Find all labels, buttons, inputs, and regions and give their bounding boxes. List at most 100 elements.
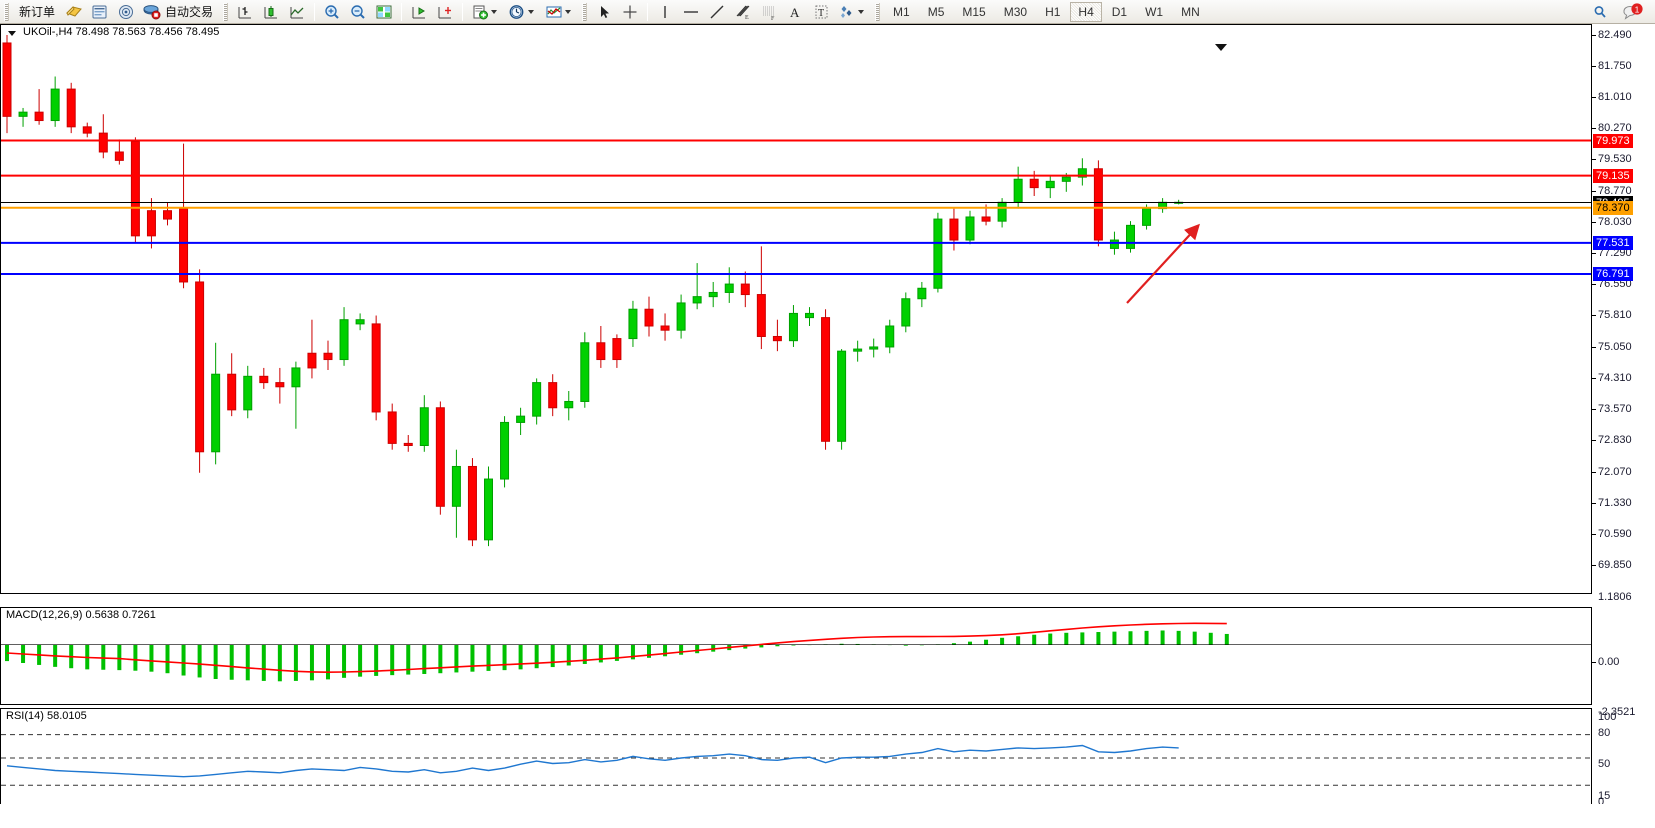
objects-icon[interactable]: [835, 1, 870, 23]
macd-label: MACD(12,26,9) 0.5638 0.7261: [6, 609, 156, 621]
timeframe-w1[interactable]: W1: [1145, 4, 1164, 19]
data-window-glyph: [116, 3, 136, 21]
price-axis[interactable]: 82.490 81.750 81.010 80.270 79.530 78.770 78.0…: [1592, 24, 1655, 808]
price-tick: [1592, 502, 1596, 504]
zoom-in-icon[interactable]: [320, 1, 344, 23]
price-level-tag-support[interactable]: 76.791: [1593, 266, 1633, 281]
vertical-line-icon[interactable]: [653, 1, 677, 23]
price-tick: [1592, 128, 1596, 130]
timeframe-m15[interactable]: M15: [962, 4, 986, 19]
profiles-glyph: [64, 3, 84, 21]
macd-pane[interactable]: MACD(12,26,9) 0.5638 0.7261: [0, 607, 1592, 705]
toolbar-grip-2[interactable]: [223, 2, 229, 21]
objects-dropdown-caret[interactable]: [858, 9, 865, 14]
fibonacci-glyph: F: [759, 3, 779, 21]
data-window-icon[interactable]: [114, 1, 138, 23]
macd-tick-label: 1.1806: [1598, 591, 1632, 603]
autotrade-button[interactable]: 自动交易: [140, 1, 218, 23]
toolbar-separator-4: [647, 2, 649, 21]
cursor-icon[interactable]: [592, 1, 616, 23]
toolbar-grip-4[interactable]: [875, 2, 881, 21]
indicators-glyph: [470, 3, 490, 21]
price-pane[interactable]: UKOil-,H4 78.498 78.563 78.456 78.495: [0, 24, 1592, 594]
tile-windows-icon[interactable]: [372, 1, 396, 23]
crosshair-icon[interactable]: [618, 1, 642, 23]
templates-icon[interactable]: [542, 1, 577, 23]
toolbar-separator-1: [314, 2, 316, 21]
search-icon[interactable]: [1588, 1, 1612, 23]
price-tick: [1592, 35, 1596, 36]
indicators-dropdown-caret[interactable]: [491, 9, 498, 14]
bar-chart-icon[interactable]: [233, 1, 257, 23]
price-tick-label: 81.010: [1598, 91, 1632, 104]
templates-dropdown-caret[interactable]: [565, 9, 572, 14]
rsi-pane[interactable]: RSI(14) 58.0105: [0, 708, 1592, 805]
chart-shift-glyph: [409, 3, 429, 21]
vertical-line-glyph: [655, 3, 675, 21]
price-level-tag-pivot[interactable]: 78.370: [1593, 200, 1633, 215]
price-tick: [1592, 377, 1596, 379]
elliott-wave-icon[interactable]: E: [731, 1, 755, 23]
period-icon[interactable]: [505, 1, 540, 23]
price-level-tag-support[interactable]: 77.531: [1593, 235, 1633, 250]
market-watch-icon[interactable]: [88, 1, 112, 23]
auto-scroll-icon[interactable]: [433, 1, 457, 23]
rsi-tick-label: 0: [1598, 796, 1605, 808]
svg-text:A: A: [790, 5, 800, 20]
svg-text:E: E: [745, 15, 749, 21]
price-level-tag-resistance[interactable]: 79.973: [1593, 133, 1633, 148]
price-tick: [1592, 159, 1596, 161]
price-tick-label: 76.550: [1598, 278, 1632, 291]
elliott-wave-glyph: E: [733, 3, 753, 21]
auto-scroll-glyph: [435, 3, 455, 21]
chart-shift-icon[interactable]: [407, 1, 431, 23]
toolbar-grip[interactable]: [4, 2, 9, 21]
timeframe-h4[interactable]: H4: [1070, 1, 1102, 22]
text-icon[interactable]: A: [783, 1, 807, 23]
horizontal-line-icon[interactable]: [679, 1, 703, 23]
timeframe-m30[interactable]: M30: [1003, 4, 1028, 19]
price-level-tag-resistance[interactable]: 79.135: [1593, 168, 1633, 183]
text-label-icon[interactable]: T: [809, 1, 833, 23]
period-dropdown-caret[interactable]: [528, 9, 535, 14]
main-toolbar: 新订单: [0, 0, 1655, 24]
rsi-label: RSI(14) 58.0105: [6, 710, 87, 722]
rsi-plot-area[interactable]: [1, 709, 1591, 804]
timeframe-m1[interactable]: M1: [893, 4, 910, 19]
chart-scroll-caret[interactable]: [1215, 44, 1227, 51]
horizontal-line-glyph: [681, 3, 701, 21]
price-tick-label: 79.530: [1598, 153, 1632, 166]
notification-icon[interactable]: 1: [1619, 1, 1649, 23]
zoom-out-icon[interactable]: [346, 1, 370, 23]
fibonacci-icon[interactable]: F: [757, 1, 781, 23]
price-tick: [1592, 471, 1596, 473]
price-plot-area[interactable]: [1, 25, 1591, 593]
zoom-in-glyph: [322, 3, 342, 21]
svg-text:T: T: [818, 8, 824, 19]
search-glyph: [1590, 3, 1610, 21]
macd-tick: [1592, 662, 1596, 663]
objects-glyph: [837, 3, 857, 21]
timeframe-group: M1 M5 M15 M30 H1 H4 D1 W1 MN: [884, 1, 1209, 22]
toolbar-grip-3[interactable]: [582, 2, 588, 21]
new-order-button[interactable]: 新订单: [14, 1, 60, 23]
profiles-icon[interactable]: [62, 1, 86, 23]
candlestick-chart-icon[interactable]: [259, 1, 283, 23]
price-tick: [1592, 315, 1596, 317]
macd-plot-area[interactable]: [1, 608, 1591, 704]
chart-collapse-arrow[interactable]: [8, 31, 16, 36]
price-tick-label: 82.490: [1598, 29, 1632, 41]
timeframe-h1[interactable]: H1: [1045, 4, 1061, 19]
line-chart-icon[interactable]: [285, 1, 309, 23]
crosshair-glyph: [620, 3, 640, 21]
trendline-icon[interactable]: [705, 1, 729, 23]
macd-svg: [1, 622, 1591, 682]
timeframe-mn[interactable]: MN: [1181, 4, 1200, 19]
price-tick: [1592, 97, 1596, 99]
indicators-icon[interactable]: [468, 1, 503, 23]
rsi-tick-label: 15: [1598, 790, 1611, 802]
timeframe-d1[interactable]: D1: [1111, 4, 1128, 19]
trendline-glyph: [707, 3, 727, 21]
timeframe-m5[interactable]: M5: [927, 4, 945, 19]
price-tick: [1592, 409, 1596, 411]
